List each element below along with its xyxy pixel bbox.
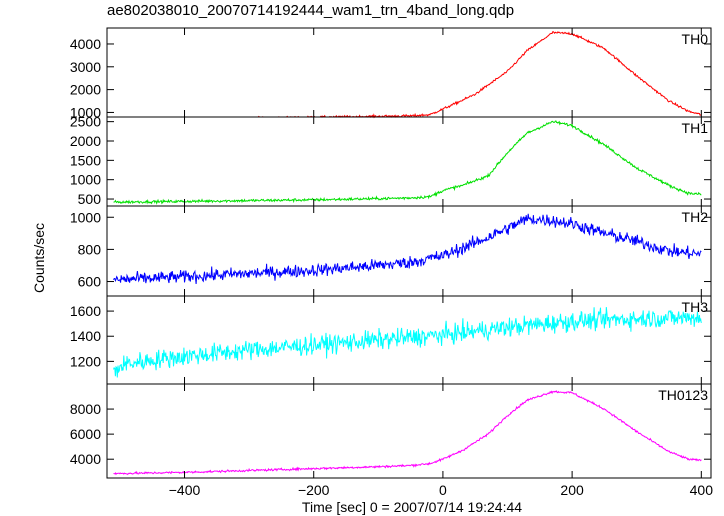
x-tick-label: 0 [439, 482, 447, 498]
y-tick-label: 6000 [70, 426, 101, 442]
y-tick-label: 1000 [70, 209, 101, 225]
y-tick-label: 2000 [70, 82, 101, 98]
y-tick-label: 1600 [70, 303, 101, 319]
y-tick-label: 800 [78, 241, 102, 257]
x-tick-label: 200 [560, 482, 584, 498]
panel-th2: 600 800 1000 TH2 [70, 205, 712, 297]
panel-th3: 1200 1400 1600 TH3 [70, 295, 712, 385]
panel-frame [106, 383, 712, 479]
y-tick-label: 1500 [70, 152, 101, 168]
panel-frame [106, 27, 712, 118]
y-tick-label: 1000 [70, 104, 101, 120]
x-tick-label: 400 [690, 482, 714, 498]
y-tick-label: 2000 [70, 133, 101, 149]
series-line-th0 [113, 31, 702, 119]
panel-frame [106, 205, 712, 297]
y-tick-label: 4000 [70, 36, 101, 52]
panel-label-th0123: TH0123 [658, 387, 708, 403]
panel-th0: 1000 2000 3000 4000 TH0 [70, 27, 712, 120]
panel-label-th0: TH0 [682, 31, 709, 47]
series-line-th1 [113, 120, 702, 205]
x-axis-label: Time [sec] 0 = 2007/07/14 19:24:44 [302, 499, 522, 515]
y-tick-label: 4000 [70, 451, 101, 467]
y-tick-label: 600 [78, 274, 102, 290]
y-tick-label: 1400 [70, 328, 101, 344]
panel-label-th1: TH1 [682, 120, 709, 136]
series-line-th3 [113, 307, 702, 378]
x-axis: −400 −200 0 200 400 [169, 482, 713, 498]
panel-label-th3: TH3 [682, 299, 709, 315]
panel-th1: 500 1000 1500 2000 2500 TH1 [70, 114, 712, 207]
page-title: ae802038010_20070714192444_wam1_trn_4ban… [107, 2, 515, 19]
y-tick-label: 3000 [70, 59, 101, 75]
y-tick-label: 2500 [70, 114, 101, 130]
panel-th0123: 4000 6000 8000 TH0123 [70, 383, 712, 479]
panel-frame [106, 295, 712, 385]
panel-label-th2: TH2 [682, 209, 709, 225]
y-tick-label: 1000 [70, 172, 101, 188]
y-axis-label: Counts/sec [31, 223, 47, 293]
y-tick-label: 500 [78, 191, 102, 207]
panels-layer: 1000 2000 3000 4000 TH0 500 1000 1500 2000 2500 TH… [70, 27, 712, 479]
y-tick-label: 8000 [70, 401, 101, 417]
x-tick-label: −200 [298, 482, 330, 498]
y-tick-label: 1200 [70, 353, 101, 369]
series-line-th0123 [113, 390, 702, 476]
x-tick-label: −400 [169, 482, 201, 498]
series-line-th2 [113, 213, 702, 285]
panel-frame [106, 116, 712, 207]
